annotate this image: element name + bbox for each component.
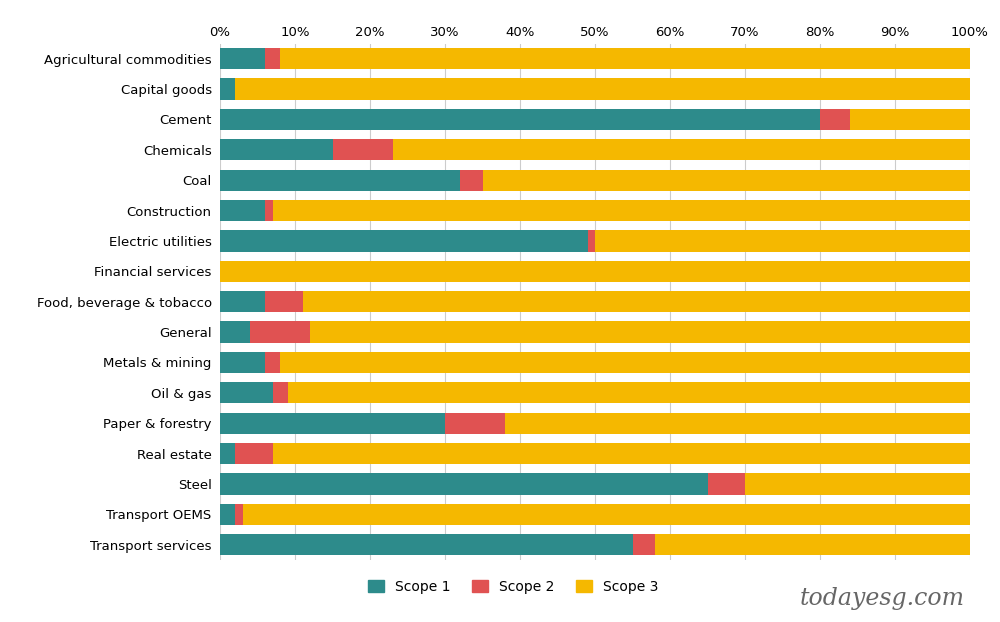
Bar [220, 109, 820, 130]
Bar [265, 48, 280, 69]
Bar [272, 382, 288, 404]
Bar [220, 48, 265, 69]
Text: todayesg.com: todayesg.com [800, 587, 965, 610]
Bar [708, 473, 745, 494]
Bar [265, 200, 272, 221]
Bar [302, 291, 970, 312]
Bar [220, 443, 235, 464]
Bar [460, 170, 482, 191]
Bar [850, 109, 970, 130]
Bar [220, 473, 708, 494]
Bar [220, 352, 265, 373]
Bar [280, 48, 970, 69]
Bar [242, 504, 970, 525]
Bar [220, 291, 265, 312]
Bar [745, 473, 970, 494]
Bar [220, 170, 460, 191]
Bar [310, 322, 970, 343]
Bar [505, 412, 970, 434]
Bar [220, 200, 265, 221]
Bar [235, 78, 970, 100]
Bar [820, 109, 850, 130]
Bar [265, 291, 302, 312]
Bar [595, 230, 970, 251]
Bar [588, 230, 595, 251]
Bar [280, 352, 970, 373]
Bar [655, 534, 970, 555]
Bar [220, 534, 633, 555]
Bar [250, 322, 310, 343]
Bar [332, 139, 392, 160]
Bar [272, 443, 970, 464]
Bar [235, 504, 242, 525]
Bar [220, 322, 250, 343]
Bar [220, 382, 272, 404]
Bar [272, 200, 970, 221]
Legend: Scope 1, Scope 2, Scope 3: Scope 1, Scope 2, Scope 3 [362, 574, 664, 600]
Bar [220, 230, 588, 251]
Bar [482, 170, 970, 191]
Bar [288, 382, 970, 404]
Bar [265, 352, 280, 373]
Bar [633, 534, 655, 555]
Bar [220, 261, 970, 282]
Bar [392, 139, 970, 160]
Bar [220, 504, 235, 525]
Bar [235, 443, 272, 464]
Bar [220, 78, 235, 100]
Bar [445, 412, 505, 434]
Bar [220, 412, 445, 434]
Bar [220, 139, 332, 160]
